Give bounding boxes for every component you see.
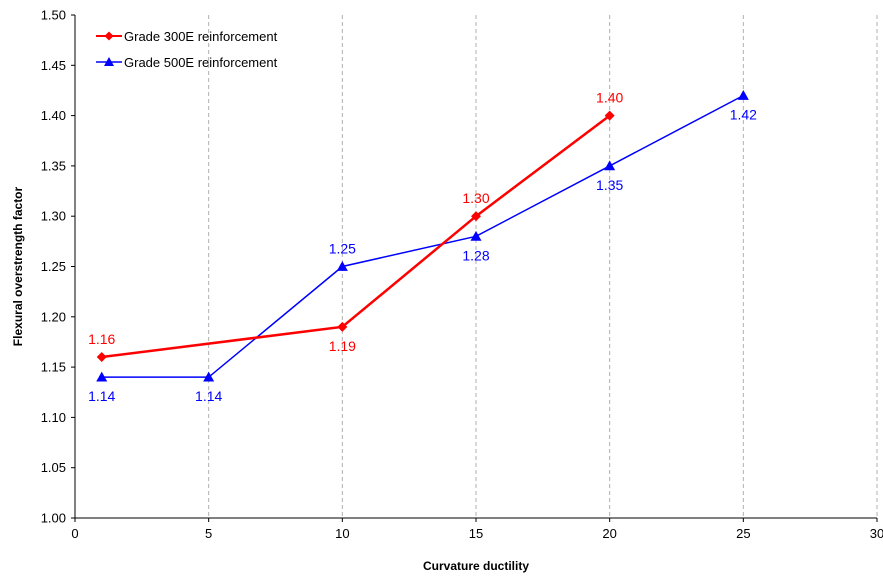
y-tick-label: 1.10: [41, 410, 66, 425]
x-tick-label: 0: [71, 526, 78, 541]
data-label: 1.35: [596, 177, 623, 193]
series-line: [101, 114, 611, 359]
data-label: 1.14: [195, 388, 222, 404]
x-tick-label: 20: [602, 526, 616, 541]
data-point-marker: [337, 321, 348, 332]
legend-label-grade-300e: Grade 300E reinforcement: [124, 29, 278, 44]
x-tick-label: 30: [870, 526, 883, 541]
data-point-marker: [604, 160, 616, 171]
series-grade-300e: 1.16 1.19 1.30 1.40: [88, 90, 624, 363]
data-label: 1.14: [88, 388, 115, 404]
y-tick-label: 1.15: [41, 360, 66, 375]
data-label: 1.28: [462, 247, 489, 263]
y-tick-label: 1.35: [41, 158, 66, 173]
data-point-marker: [96, 352, 107, 363]
y-tick-label: 1.45: [41, 58, 66, 73]
series-line: [101, 94, 744, 378]
y-tick-label: 1.30: [41, 209, 66, 224]
data-point-marker: [470, 230, 482, 241]
legend: Grade 300E reinforcement Grade 500E rein…: [96, 29, 278, 70]
x-tick-label: 15: [469, 526, 483, 541]
tick-labels: 1.00 1.05 1.10 1.15 1.20 1.25 1.30 1.35 1.40 1.45…: [41, 8, 883, 542]
y-tick-label: 1.40: [41, 108, 66, 123]
y-tick-label: 1.20: [41, 309, 66, 324]
series: 1.14 1.14 1.25 1.28 1.35 1.42 1.16 1.19 1.30 1.40: [88, 90, 757, 405]
legend-label-grade-500e: Grade 500E reinforcement: [124, 55, 278, 70]
data-label: 1.19: [329, 338, 356, 354]
data-point-marker: [604, 110, 615, 121]
y-axis-title: Flexural overstrength factor: [11, 186, 25, 346]
data-label: 1.40: [596, 90, 623, 106]
y-tick-label: 1.50: [41, 8, 66, 23]
data-point-marker: [336, 261, 348, 271]
x-axis-title: Curvature ductility: [423, 559, 529, 573]
data-point-marker: [96, 371, 108, 382]
data-label: 1.25: [329, 241, 356, 257]
y-tick-label: 1.05: [41, 460, 66, 475]
x-tick-label: 5: [205, 526, 212, 541]
x-tick-label: 10: [335, 526, 349, 541]
legend-diamond-marker-icon: [104, 31, 114, 41]
gridlines: [208, 15, 878, 518]
series-grade-500e: 1.14 1.14 1.25 1.28 1.35 1.42: [88, 89, 757, 404]
data-point-marker: [203, 371, 215, 382]
data-point-marker: [737, 89, 749, 100]
legend-triangle-marker-icon: [104, 57, 114, 66]
data-label: 1.42: [730, 106, 757, 122]
y-tick-label: 1.00: [41, 511, 66, 526]
data-label: 1.16: [88, 331, 115, 347]
data-label: 1.30: [462, 190, 489, 206]
y-tick-label: 1.25: [41, 259, 66, 274]
data-point-marker: [471, 211, 481, 222]
x-tick-label: 25: [736, 526, 750, 541]
